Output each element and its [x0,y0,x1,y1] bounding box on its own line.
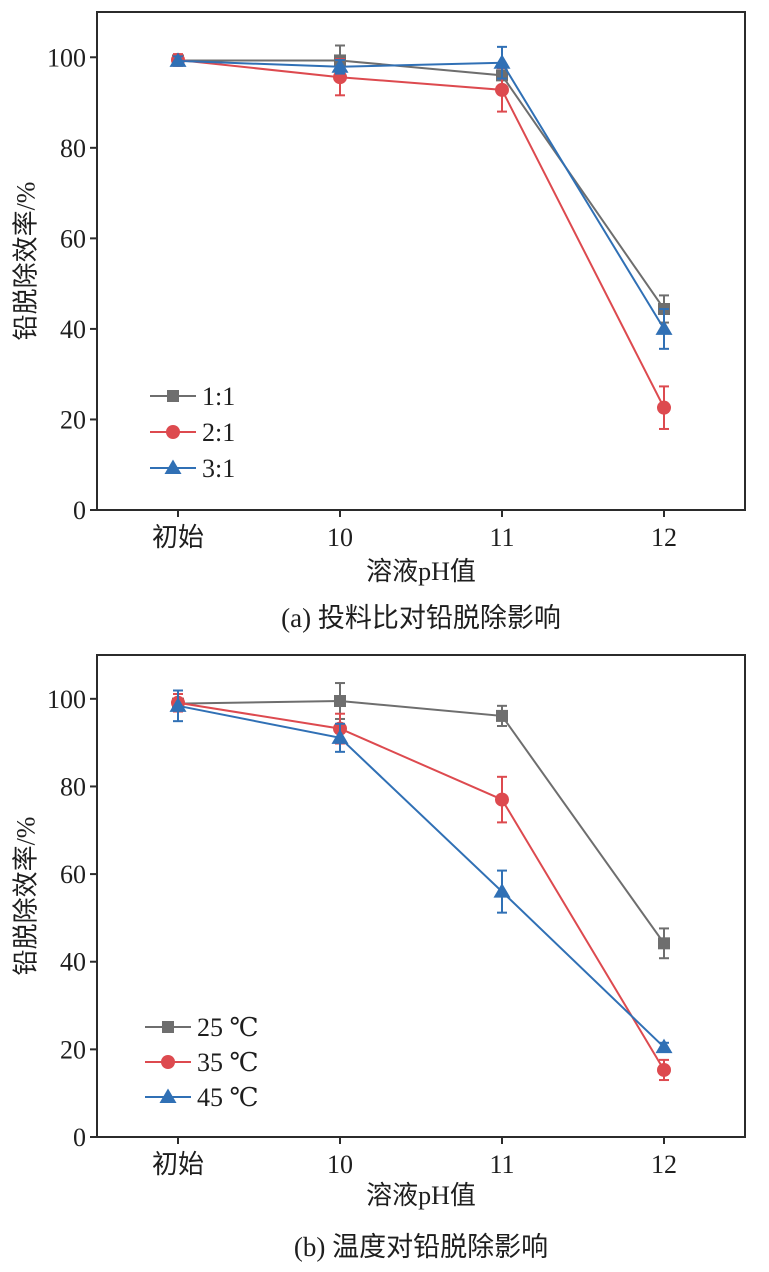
data-point [657,400,671,415]
legend: 25 ℃ 35 ℃ 45 ℃ [145,1013,259,1112]
series-line [177,59,665,330]
legend-marker [162,1021,174,1033]
legend-label: 3:1 [202,454,235,483]
series [169,45,673,350]
x-tick-label: 初始 [152,1150,204,1179]
chart-panel: 0 20 40 60 80 100 初始 10 11 12 溶液pH值 铅脱除效率/% (b) 温度对铅… [12,654,746,1262]
y-tick-label: 60 [60,224,86,253]
chart-caption: (a) 投料比对铅脱除影响 [281,603,561,633]
data-point [169,697,187,712]
legend-item: 1:1 [150,382,235,411]
legend-marker [164,459,182,474]
legend-marker [161,1055,175,1069]
legend-label: 25 ℃ [197,1013,259,1042]
data-point [495,792,509,807]
series-line [178,59,665,310]
legend-label: 1:1 [202,382,235,411]
y-tick-label: 20 [60,1035,86,1064]
y-tick-label: 0 [73,496,86,525]
data-point [495,82,509,97]
series [171,692,671,1082]
chart-panel: 0 20 40 60 80 100 初始 10 11 12 溶液pH值 铅脱除效率/% (a) 投料比对… [12,11,746,633]
data-point [331,729,349,744]
legend-item: 35 ℃ [145,1048,259,1077]
series [171,52,671,430]
y-tick-label: 60 [60,860,86,889]
data-point [655,1038,673,1054]
y-tick-label: 100 [47,685,86,714]
x-axis-label: 溶液pH值 [366,557,476,586]
series [169,689,673,1054]
legend-marker [167,390,179,402]
series [172,44,670,324]
legend-label: 2:1 [202,418,235,447]
y-tick-label: 80 [60,772,86,801]
y-tick-label: 0 [73,1123,86,1152]
legend-marker [166,425,180,439]
data-point [496,709,508,722]
x-tick-label: 12 [651,523,677,552]
x-tick-label: 10 [327,523,353,552]
data-point [493,54,511,69]
series-line [177,701,665,1071]
x-tick-label: 初始 [152,523,204,552]
data-point [331,58,349,73]
legend-item: 3:1 [150,454,235,483]
plot-frame [96,654,746,1138]
legend-item: 2:1 [150,418,235,447]
data-point [658,937,670,950]
legend-label: 45 ℃ [197,1083,259,1112]
x-tick-label: 12 [651,1150,677,1179]
plot-frame [96,11,746,511]
y-tick-label: 80 [60,134,86,163]
y-tick-label: 100 [47,43,86,72]
x-tick-label: 11 [489,1150,514,1179]
y-tick-label: 40 [60,315,86,344]
legend-marker [159,1088,177,1103]
y-tick-label: 20 [60,405,86,434]
legend-label: 35 ℃ [197,1048,259,1077]
data-point [657,1062,671,1077]
y-tick-label: 40 [60,948,86,977]
series-line [177,700,665,944]
chart-caption: (b) 温度对铅脱除影响 [294,1232,548,1262]
legend-item: 25 ℃ [145,1013,259,1042]
y-axis-label: 铅脱除效率/% [12,817,41,976]
x-axis-label: 溶液pH值 [366,1181,476,1210]
data-point [655,320,673,335]
series-line [177,58,665,409]
legend: 1:1 2:1 3:1 [150,382,235,483]
data-point [169,52,187,67]
x-tick-label: 10 [327,1150,353,1179]
series-line [177,704,665,1048]
legend-item: 45 ℃ [145,1083,259,1112]
x-tick-label: 11 [489,523,514,552]
series [172,682,670,960]
data-point [493,883,511,898]
y-axis-label: 铅脱除效率/% [12,182,41,341]
data-point [334,695,346,708]
